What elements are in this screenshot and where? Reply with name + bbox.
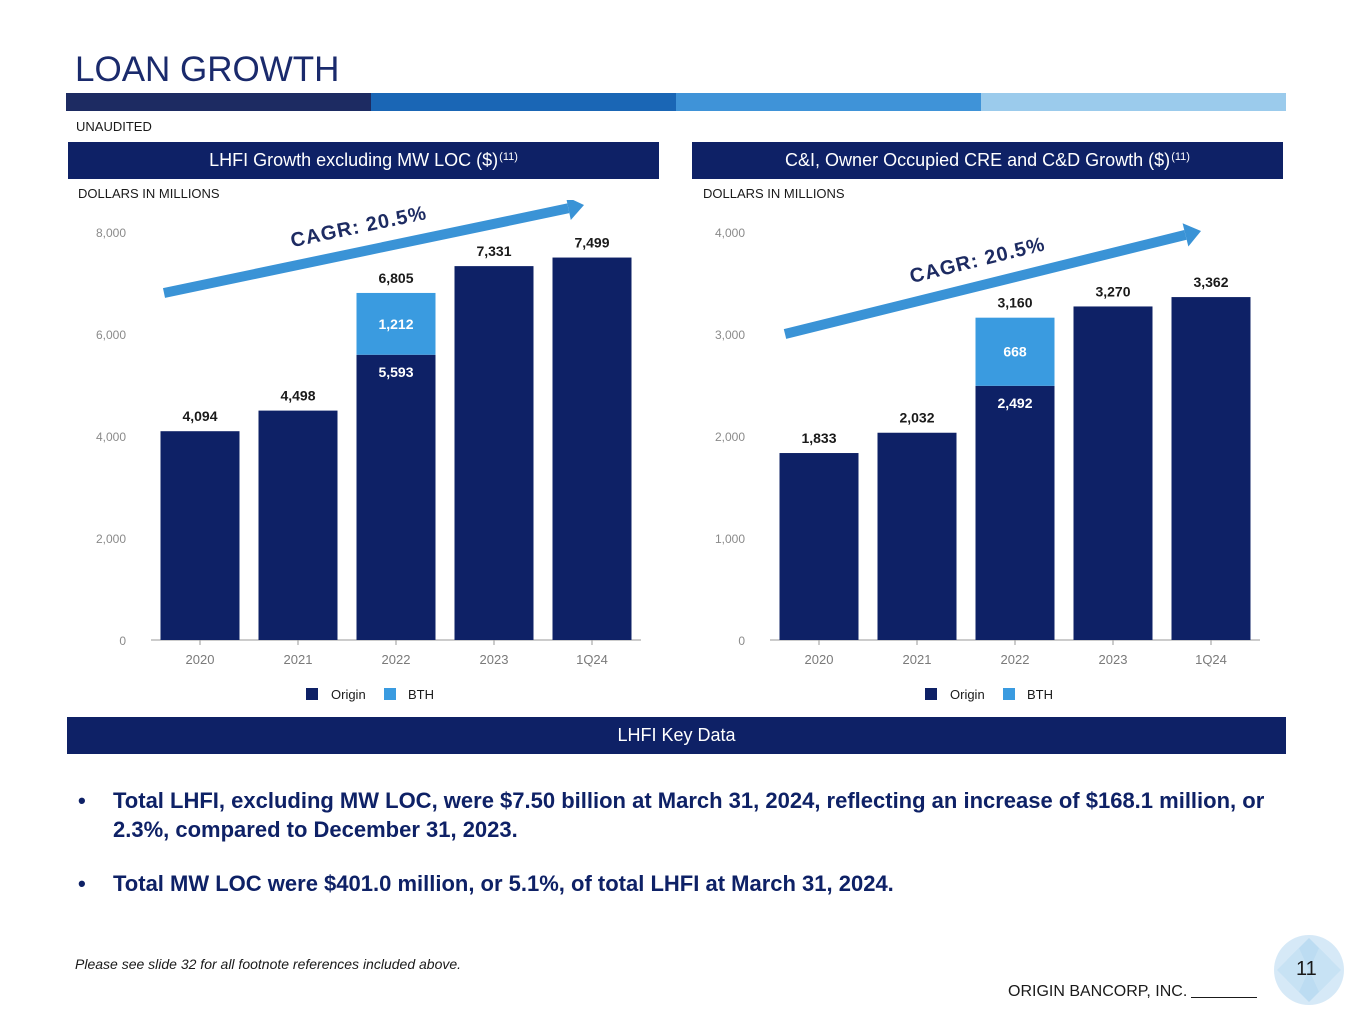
y-tick-label: 3,000 — [715, 328, 745, 342]
left-loan-growth-chart: 0 2,000 4,000 6,000 8,000 4,094 2020 4,498 2021 1… — [96, 200, 641, 702]
x-tick-label: 2020 — [186, 652, 215, 667]
legend-swatch-origin — [306, 688, 318, 700]
footer-rule — [1191, 997, 1258, 998]
x-tick-label: 2022 — [382, 652, 411, 667]
legend-label-origin: Origin — [950, 687, 985, 702]
left-panel-header: LHFI Growth excluding MW LOC ($) (11) — [68, 142, 659, 179]
bar-total-label: 1,833 — [801, 430, 836, 446]
title-color-bar — [66, 93, 1286, 111]
y-tick-label: 8,000 — [96, 226, 126, 240]
y-tick-label: 4,000 — [96, 430, 126, 444]
bar-origin — [160, 431, 240, 640]
bar-origin — [877, 432, 957, 640]
color-bar-segment-1 — [66, 93, 371, 111]
y-tick-label: 2,000 — [715, 430, 745, 444]
color-bar-segment-3 — [676, 93, 981, 111]
bar-total-label: 3,270 — [1095, 283, 1130, 299]
legend-label-origin: Origin — [331, 687, 366, 702]
key-data-bullets: • Total LHFI, excluding MW LOC, were $7.… — [78, 786, 1278, 923]
x-tick-label: 2023 — [1099, 652, 1128, 667]
bar-total-label: 2,032 — [899, 410, 934, 426]
bullet-text: Total LHFI, excluding MW LOC, were $7.50… — [113, 788, 1265, 842]
right-panel-header: C&I, Owner Occupied CRE and C&D Growth (… — [692, 142, 1283, 179]
y-tick-label: 0 — [119, 634, 126, 648]
bar-total-label: 6,805 — [378, 270, 413, 286]
bullet-item: • Total LHFI, excluding MW LOC, were $7.… — [78, 786, 1278, 844]
bar-origin — [1171, 297, 1251, 640]
left-panel-title: LHFI Growth excluding MW LOC ($) — [209, 150, 499, 170]
bar-total-label: 3,160 — [997, 295, 1032, 311]
y-tick-label: 1,000 — [715, 532, 745, 546]
bar-origin — [552, 257, 632, 640]
bar-segment-label-bth: 668 — [1003, 344, 1027, 360]
bullet-text: Total MW LOC were $401.0 million, or 5.1… — [113, 871, 894, 896]
key-data-title: LHFI Key Data — [617, 725, 736, 745]
legend-swatch-bth — [1003, 688, 1015, 700]
bar-origin — [779, 453, 859, 640]
bar-bth — [356, 292, 436, 355]
bar-origin — [356, 354, 436, 640]
cagr-arrowhead — [566, 200, 584, 221]
company-name: ORIGIN BANCORP, INC. — [1008, 983, 1188, 1000]
footnote: Please see slide 32 for all footnote ref… — [75, 956, 462, 972]
right-panel-footnote-ref: (11) — [1171, 150, 1190, 163]
x-tick-label: 2023 — [480, 652, 509, 667]
bar-segment-label-bth: 1,212 — [378, 316, 413, 332]
legend-label-bth: BTH — [408, 687, 434, 702]
y-tick-label: 4,000 — [715, 226, 745, 240]
bar-total-label: 4,498 — [280, 388, 315, 404]
bar-origin — [1073, 306, 1153, 640]
legend-label-bth: BTH — [1027, 687, 1053, 702]
bar-total-label: 4,094 — [182, 408, 217, 424]
color-bar-segment-2 — [371, 93, 676, 111]
key-data-header: LHFI Key Data — [67, 717, 1286, 754]
right-panel-title: C&I, Owner Occupied CRE and C&D Growth (… — [785, 150, 1171, 170]
bar-origin — [258, 410, 338, 640]
left-units-label: DOLLARS IN MILLIONS — [78, 186, 220, 201]
x-tick-label: 2021 — [903, 652, 932, 667]
y-tick-label: 6,000 — [96, 328, 126, 342]
cagr-label: CAGR: 20.5% — [908, 233, 1048, 288]
bar-total-label: 3,362 — [1193, 274, 1228, 290]
x-tick-label: 2021 — [284, 652, 313, 667]
cagr-arrow-shaft — [783, 229, 1187, 339]
color-bar-segment-4 — [981, 93, 1286, 111]
company-footer: ORIGIN BANCORP, INC. — [1008, 983, 1258, 1001]
bar-origin — [454, 266, 534, 640]
x-tick-label: 1Q24 — [576, 652, 608, 667]
unaudited-label: UNAUDITED — [76, 119, 152, 134]
x-tick-label: 2022 — [1001, 652, 1030, 667]
cagr-arrowhead — [1182, 223, 1201, 247]
origin-logo-icon — [1274, 935, 1344, 1005]
right-loan-growth-chart: 0 1,000 2,000 3,000 4,000 1,833 2020 2,032 2021 6… — [715, 223, 1260, 702]
bar-bth — [975, 317, 1055, 386]
bullet-marker: • — [78, 871, 86, 896]
bar-origin — [975, 385, 1055, 640]
x-tick-label: 1Q24 — [1195, 652, 1227, 667]
bullet-marker: • — [78, 788, 86, 813]
cagr-arrow-shaft — [162, 203, 570, 298]
page-number: 11 — [1296, 958, 1317, 980]
x-tick-label: 2020 — [805, 652, 834, 667]
y-tick-label: 2,000 — [96, 532, 126, 546]
right-units-label: DOLLARS IN MILLIONS — [703, 186, 845, 201]
left-panel-footnote-ref: (11) — [499, 150, 518, 163]
legend-swatch-origin — [925, 688, 937, 700]
bar-total-label: 7,499 — [574, 235, 609, 251]
bar-segment-label-origin: 2,492 — [997, 395, 1032, 411]
bar-segment-label-origin: 5,593 — [378, 364, 413, 380]
y-tick-label: 0 — [738, 634, 745, 648]
legend-swatch-bth — [384, 688, 396, 700]
page-title: LOAN GROWTH — [75, 50, 340, 89]
bar-total-label: 7,331 — [476, 243, 511, 259]
bullet-item: • Total MW LOC were $401.0 million, or 5… — [78, 869, 1278, 898]
